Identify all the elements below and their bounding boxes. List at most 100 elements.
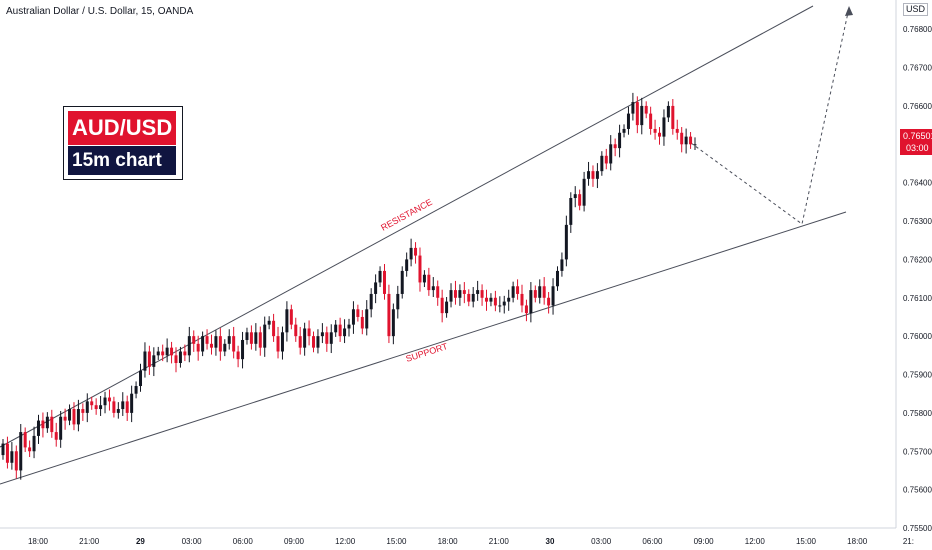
candle-body <box>662 117 666 137</box>
candle-body <box>236 351 240 360</box>
candle-body <box>187 336 191 356</box>
candle-body <box>307 328 311 337</box>
candle-body <box>649 113 653 129</box>
price-tick-label: 0.76800 <box>903 25 932 34</box>
candle-body <box>68 409 72 421</box>
candle-body <box>285 309 289 333</box>
candle-body <box>422 274 426 283</box>
candle-body <box>28 447 32 452</box>
candle-body <box>152 355 156 367</box>
candle-body <box>356 309 360 317</box>
projection-arrowhead <box>845 6 853 16</box>
candle-body <box>573 194 577 199</box>
candle-body <box>178 351 182 364</box>
candle-body <box>272 320 276 337</box>
time-tick-label: 29 <box>136 537 145 546</box>
price-tick-label: 0.75700 <box>903 447 932 456</box>
candle-body <box>209 343 213 348</box>
candle-body <box>14 451 18 471</box>
candle-body <box>489 297 493 302</box>
candle-body <box>267 320 271 325</box>
candle-body <box>631 102 635 114</box>
candle-body <box>316 336 320 348</box>
candle-body <box>165 347 169 356</box>
candle-body <box>139 370 143 387</box>
candle-body <box>609 144 613 164</box>
bar-countdown: 03:00 <box>906 143 929 153</box>
candle-body <box>644 105 648 114</box>
candle-body <box>555 270 559 287</box>
time-tick-label: 21:00 <box>489 537 510 546</box>
candle-body <box>161 351 165 356</box>
time-tick-label: 06:00 <box>233 537 254 546</box>
candle-body <box>591 171 595 179</box>
candle-body <box>334 324 338 333</box>
candle-body <box>453 290 457 298</box>
candle-body <box>569 198 573 225</box>
resistance-label: RESISTANCE <box>379 197 434 233</box>
candle-body <box>90 401 94 406</box>
projection-path <box>690 7 850 225</box>
candle-body <box>72 409 76 425</box>
candle-body <box>94 405 98 410</box>
candle-body <box>485 297 489 302</box>
candle-body <box>338 324 342 337</box>
resistance-line <box>0 5 814 448</box>
candle-body <box>343 328 347 337</box>
candle-body <box>595 171 599 179</box>
candle-body <box>618 132 622 149</box>
time-tick-label: 21: <box>903 537 914 546</box>
candle-body <box>396 293 400 310</box>
candle-body <box>458 290 462 298</box>
candle-body <box>445 301 449 314</box>
candle-body <box>387 293 391 337</box>
candle-body <box>653 128 657 133</box>
candle-body <box>440 297 444 314</box>
time-axis[interactable]: 18:00 21:00 29 03:00 06:00 09:00 12:00 15:00 18:… <box>28 537 914 546</box>
candle-body <box>476 290 480 294</box>
candle-body <box>289 309 293 325</box>
price-tick-label: 0.75500 <box>903 524 932 533</box>
candle-body <box>689 136 693 145</box>
candle-body <box>449 290 453 302</box>
candle-body <box>538 286 542 298</box>
candle-body <box>684 136 688 145</box>
price-tick-label: 0.76300 <box>903 217 932 226</box>
candle-body <box>511 286 515 298</box>
price-tick-label: 0.76000 <box>903 332 932 341</box>
time-tick-label: 21:00 <box>79 537 100 546</box>
candle-body <box>249 332 253 344</box>
time-tick-label: 12:00 <box>745 537 766 546</box>
candle-body <box>1 443 5 456</box>
candle-body <box>303 328 307 348</box>
candle-body <box>121 401 125 410</box>
candle-body <box>347 324 351 329</box>
candle-body <box>63 416 67 421</box>
candle-body <box>671 105 675 129</box>
time-tick-label: 18:00 <box>847 537 868 546</box>
time-tick-label: 15:00 <box>386 537 407 546</box>
candle-body <box>516 286 520 294</box>
price-tick-label: 0.75600 <box>903 486 932 495</box>
candle-body <box>542 286 546 298</box>
candle-body <box>192 336 196 344</box>
price-tick-label: 0.75900 <box>903 371 932 380</box>
candle-body <box>640 105 644 126</box>
candle-body <box>214 336 218 348</box>
candle-body <box>201 336 205 352</box>
candle-body <box>36 420 40 436</box>
support-line <box>0 211 847 485</box>
candle-body <box>480 290 484 298</box>
time-tick-label: 18:00 <box>28 537 49 546</box>
candle-body <box>365 309 369 329</box>
price-axis[interactable]: 0.75500 0.75600 0.75700 0.75800 0.75900 0.760… <box>903 25 932 533</box>
time-tick-label: 03:00 <box>182 537 203 546</box>
candle-body <box>174 355 178 364</box>
candle-body <box>85 401 89 413</box>
candle-body <box>294 324 298 337</box>
candle-body <box>205 336 209 344</box>
candle-body <box>635 102 639 126</box>
candle-body <box>564 224 568 260</box>
candle-body <box>170 347 174 356</box>
